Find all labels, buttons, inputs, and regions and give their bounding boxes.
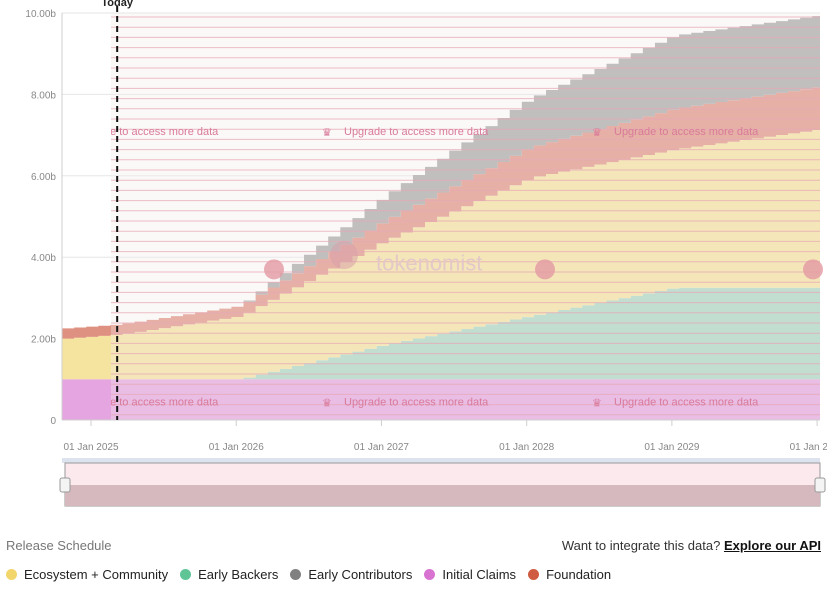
y-tick-label: 8.00b <box>31 90 56 101</box>
legend-item-foundation[interactable]: Foundation <box>528 567 611 582</box>
release-schedule-title: Release Schedule <box>6 538 112 553</box>
crown-icon: ♛ <box>592 398 602 410</box>
api-promo-text: Want to integrate this data? <box>561 538 721 553</box>
navigator-track <box>62 458 820 463</box>
watermark-text: tokenomist <box>376 250 482 275</box>
y-tick-label: 2.00b <box>31 335 56 346</box>
watermark-logo-icon <box>330 241 358 270</box>
y-tick-label: 10.00b <box>25 9 56 20</box>
y-tick-label: 4.00b <box>31 253 56 264</box>
legend-label: Ecosystem + Community <box>24 567 169 582</box>
x-axis: 01 Jan 2025 01 Jan 2026 01 Jan 2027 01 Jan … <box>62 419 827 453</box>
x-tick-label: 01 Jan 2029 <box>644 442 699 453</box>
crown-icon: ♛ <box>52 398 62 410</box>
legend-item-early-backers[interactable]: Early Backers <box>180 567 278 582</box>
series-area-early-contributors <box>62 16 820 329</box>
today-marker: Today <box>101 0 134 420</box>
series-area-initial-claims <box>62 379 820 420</box>
legend-label: Initial Claims <box>442 567 517 582</box>
legend-label: Foundation <box>546 567 612 582</box>
x-tick-label: 01 Jan 2027 <box>354 442 409 453</box>
x-tick-label: 01 Jan 2025 <box>64 442 119 453</box>
upgrade-banner-text[interactable]: Upgrade to access more data <box>344 397 489 409</box>
upgrade-banner-text[interactable]: Upgrade to access more data <box>74 397 219 409</box>
legend-dot <box>528 569 540 580</box>
upgrade-banner-text[interactable]: Upgrade to access more data <box>614 397 759 409</box>
premium-overlay: Upgrade to access more data ♛ Upgrade to a… <box>52 13 823 420</box>
y-axis: 0 2.00b 4.00b 6.00b 8.00b 10.00b <box>25 9 63 427</box>
legend-dot <box>180 569 192 580</box>
x-tick-label: 01 Jan 2026 <box>209 442 264 453</box>
legend-item-initial-claims[interactable]: Initial Claims <box>424 567 516 582</box>
chart-legend: Ecosystem + Community Early Backers Earl… <box>6 567 611 582</box>
upgrade-banner-text[interactable]: Upgrade to access more data <box>74 126 219 138</box>
legend-label: Early Backers <box>198 567 279 582</box>
stacked-areas <box>62 16 820 420</box>
api-promo: Want to integrate this data? Explore our… <box>562 538 821 553</box>
watermark-logo-icon <box>535 259 555 280</box>
legend-dot <box>290 569 302 580</box>
crown-icon: ♛ <box>322 127 332 139</box>
legend-dot <box>424 569 436 580</box>
today-label: Today <box>101 0 133 9</box>
legend-label: Early Contributors <box>308 567 413 582</box>
y-tick-label: 0 <box>50 416 56 427</box>
navigator-series-mini <box>65 485 820 506</box>
series-area-ecosystem-community <box>62 130 820 380</box>
upgrade-banner-text[interactable]: Upgrade to access more data <box>614 126 759 138</box>
range-navigator[interactable] <box>59 458 826 507</box>
release-schedule-chart: Upgrade to access more data ♛ Upgrade to a… <box>25 0 827 507</box>
watermark-logo-icon <box>803 259 823 280</box>
series-area-foundation <box>62 87 820 339</box>
x-tick-label: 01 Jan 2030 <box>790 442 827 453</box>
navigator-left-handle[interactable] <box>59 477 71 493</box>
navigator-right-handle[interactable] <box>814 477 826 493</box>
x-tick-label: 01 Jan 2028 <box>499 442 554 453</box>
upgrade-banner-text[interactable]: Upgrade to access more data <box>344 126 489 138</box>
legend-item-early-contributors[interactable]: Early Contributors <box>290 567 412 582</box>
explore-api-link[interactable]: Explore our API <box>723 538 821 553</box>
crown-icon: ♛ <box>592 127 602 139</box>
watermark-logo-icon <box>264 259 284 280</box>
crown-icon: ♛ <box>322 398 332 410</box>
crown-icon: ♛ <box>52 127 62 139</box>
y-tick-label: 6.00b <box>31 172 56 183</box>
premium-shade <box>111 13 820 420</box>
legend-dot <box>6 569 17 580</box>
legend-item-ecosystem[interactable]: Ecosystem + Community <box>6 567 168 582</box>
series-area-early-backers <box>62 287 820 380</box>
